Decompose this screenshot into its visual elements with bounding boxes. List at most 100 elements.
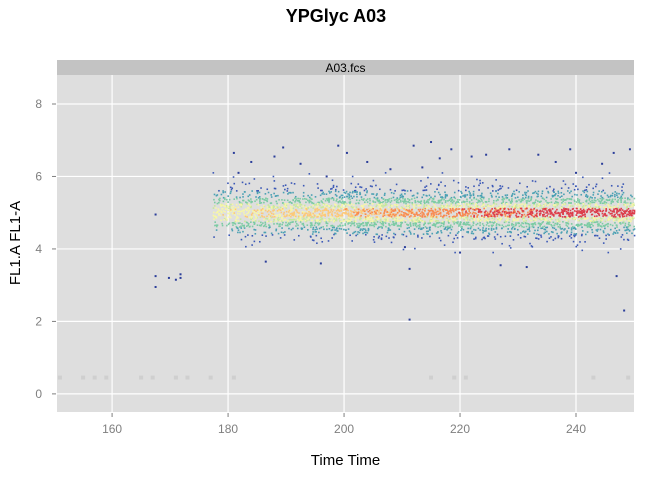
population-point bbox=[330, 219, 333, 222]
population-point bbox=[353, 220, 356, 222]
population-point bbox=[362, 205, 364, 207]
population-point bbox=[599, 197, 602, 200]
population-point bbox=[485, 219, 487, 221]
population-point bbox=[321, 201, 323, 203]
population-point bbox=[308, 196, 311, 199]
population-point bbox=[525, 220, 528, 222]
population-point bbox=[419, 221, 421, 224]
population-point bbox=[369, 197, 371, 200]
population-point bbox=[395, 223, 398, 225]
population-point bbox=[258, 220, 260, 222]
population-point bbox=[595, 219, 598, 221]
population-point bbox=[331, 211, 334, 213]
population-point bbox=[513, 219, 516, 222]
population-point bbox=[541, 222, 544, 224]
population-point bbox=[534, 218, 537, 221]
population-point bbox=[296, 211, 299, 214]
population-point bbox=[601, 198, 603, 201]
population-point bbox=[501, 227, 503, 230]
population-point bbox=[564, 217, 567, 220]
population-point bbox=[598, 217, 601, 219]
population-point bbox=[314, 210, 316, 213]
population-point bbox=[286, 190, 289, 192]
population-point bbox=[413, 218, 415, 221]
population-point bbox=[492, 190, 494, 192]
population-point bbox=[244, 191, 246, 193]
population-point bbox=[253, 209, 256, 212]
population-point bbox=[426, 195, 428, 197]
population-point bbox=[307, 218, 309, 221]
population-point bbox=[268, 215, 271, 218]
population-point bbox=[570, 237, 573, 239]
population-point bbox=[267, 191, 270, 194]
main-population bbox=[212, 172, 636, 254]
outlier-point bbox=[232, 151, 235, 154]
population-point bbox=[229, 215, 231, 217]
population-point bbox=[633, 204, 635, 207]
population-point bbox=[507, 228, 510, 230]
population-point bbox=[496, 207, 499, 210]
population-point bbox=[275, 218, 278, 220]
population-point bbox=[430, 207, 433, 210]
population-point bbox=[363, 198, 365, 200]
population-point bbox=[557, 218, 560, 221]
population-point bbox=[232, 205, 235, 208]
population-point bbox=[378, 213, 380, 215]
population-point bbox=[392, 221, 395, 223]
population-point bbox=[463, 222, 465, 224]
population-point bbox=[288, 227, 290, 230]
population-point bbox=[504, 213, 507, 216]
population-point bbox=[376, 209, 378, 212]
population-point bbox=[228, 216, 230, 218]
population-point bbox=[596, 210, 599, 212]
population-point bbox=[545, 207, 548, 210]
population-point bbox=[583, 211, 586, 213]
population-point bbox=[366, 208, 368, 211]
population-point bbox=[216, 202, 219, 205]
population-point bbox=[433, 203, 435, 206]
population-point bbox=[537, 195, 539, 198]
population-point bbox=[395, 215, 397, 217]
population-point bbox=[612, 233, 615, 235]
population-point bbox=[337, 201, 340, 204]
population-point bbox=[616, 210, 618, 213]
population-point bbox=[232, 176, 235, 178]
population-point bbox=[412, 224, 415, 227]
population-point bbox=[382, 217, 384, 220]
population-point bbox=[296, 203, 299, 205]
population-point bbox=[227, 182, 229, 185]
population-point bbox=[409, 210, 412, 213]
population-point bbox=[246, 202, 249, 205]
population-point bbox=[299, 219, 302, 221]
population-point bbox=[515, 222, 517, 224]
population-point bbox=[404, 204, 406, 207]
population-point bbox=[334, 212, 336, 214]
outlier-points bbox=[154, 141, 631, 321]
population-point bbox=[496, 233, 499, 236]
population-point bbox=[417, 220, 420, 223]
population-point bbox=[242, 230, 244, 233]
population-point bbox=[348, 204, 351, 207]
population-point bbox=[534, 206, 536, 209]
population-point bbox=[418, 220, 420, 223]
population-point bbox=[458, 224, 460, 226]
population-point bbox=[510, 212, 512, 215]
population-point bbox=[543, 213, 545, 216]
population-point bbox=[520, 224, 522, 226]
population-point bbox=[371, 211, 373, 214]
population-point bbox=[511, 228, 513, 230]
population-point bbox=[262, 210, 264, 212]
population-point bbox=[524, 222, 527, 225]
population-point bbox=[583, 210, 586, 212]
population-point bbox=[552, 190, 555, 192]
population-point bbox=[461, 225, 463, 228]
population-point bbox=[279, 209, 282, 211]
population-point bbox=[576, 223, 578, 226]
population-point bbox=[408, 206, 411, 209]
population-point bbox=[455, 209, 457, 211]
population-point bbox=[401, 221, 404, 224]
population-point bbox=[392, 236, 395, 238]
population-point bbox=[594, 219, 596, 221]
population-point bbox=[626, 198, 629, 201]
population-point bbox=[523, 220, 525, 223]
